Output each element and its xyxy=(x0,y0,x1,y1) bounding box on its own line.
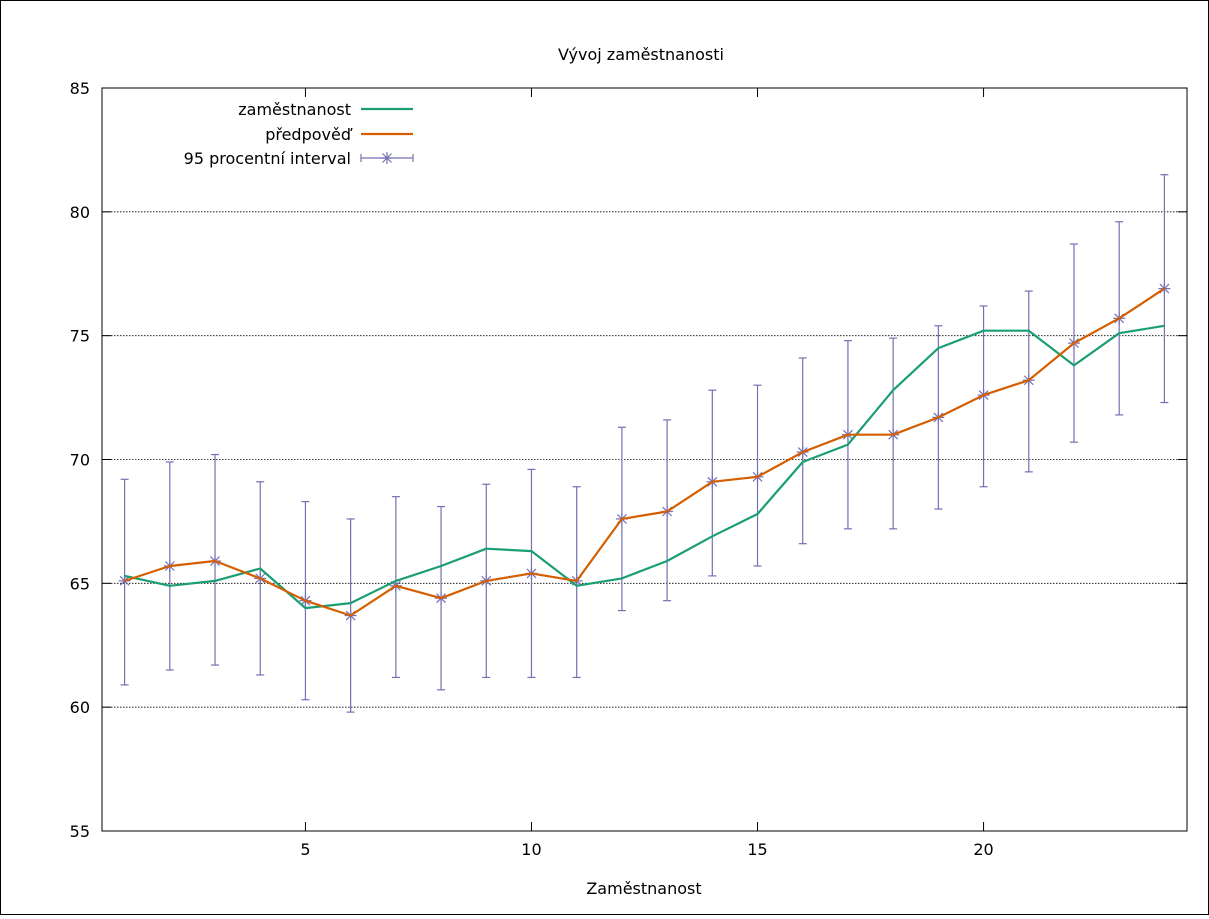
legend-star xyxy=(381,152,393,164)
y-tick-label-75: 75 xyxy=(70,327,90,346)
x-tick-label-20: 20 xyxy=(973,840,993,859)
y-tick-label-65: 65 xyxy=(70,574,90,593)
legend-star-d2 xyxy=(382,153,392,163)
legend-label-0: zaměstnanost xyxy=(238,100,351,119)
legend: zaměstnanost předpověď 95 procentní interv… xyxy=(184,100,414,168)
x-axis-label: Zaměstnanost xyxy=(586,879,701,898)
y-tick-label-85: 85 xyxy=(70,79,90,98)
legend-label-1: předpověď xyxy=(265,125,353,144)
x-axis-ticks: 5 10 15 20 xyxy=(300,88,994,859)
legend-label-2: 95 procentní interval xyxy=(184,149,351,168)
x-tick-label-5: 5 xyxy=(300,840,310,859)
chart-title: Vývoj zaměstnanosti xyxy=(558,45,724,64)
series-line-zamestnanost xyxy=(124,324,1165,610)
series-interval xyxy=(118,174,1171,713)
y-tick-label-70: 70 xyxy=(70,451,90,470)
series-line-predpoved xyxy=(124,287,1166,617)
x-tick-label-15: 15 xyxy=(747,840,767,859)
x-tick-label-10: 10 xyxy=(521,840,541,859)
y-axis-ticks: 55 60 65 70 75 80 85 xyxy=(70,79,1187,841)
y-tick-label-80: 80 xyxy=(70,203,90,222)
grid-lines xyxy=(102,211,1187,708)
series xyxy=(118,174,1171,713)
y-tick-label-60: 60 xyxy=(70,698,90,717)
y-tick-label-55: 55 xyxy=(70,822,90,841)
